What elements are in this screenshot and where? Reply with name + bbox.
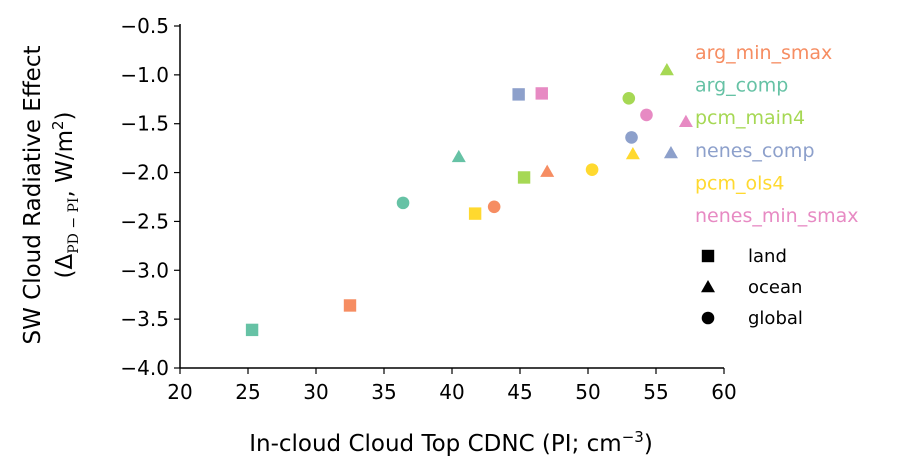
y-tick-label: −2.0 xyxy=(120,161,169,185)
x-tick-label: 60 xyxy=(711,380,736,404)
data-point-pcm_main4-global xyxy=(622,92,636,105)
x-tick-label: 30 xyxy=(303,380,328,404)
x-axis-label: In-cloud Cloud Top CDNC (PI; cm−3) xyxy=(249,428,653,457)
y-tick-label: −3.0 xyxy=(120,258,169,282)
data-point-nenes_min_smax-ocean xyxy=(678,114,693,128)
y-axis-label-open: (Δ xyxy=(52,254,78,279)
marker-legend: land ocean global xyxy=(701,246,803,329)
x-tick-label: 35 xyxy=(371,380,396,404)
data-point-arg_min_smax-ocean xyxy=(540,164,555,177)
y-tick-label: −4.0 xyxy=(120,356,169,380)
series-legend: arg_min_smax arg_comp pcm_main4 nenes_compp… xyxy=(695,42,859,227)
axes: 20 25 30 35 40 45 50 55 60 −0.5 −1.0 −1.5 −2.0 −2.5 −3… xyxy=(120,14,736,404)
marker-legend-label-ocean: ocean xyxy=(748,277,802,298)
marker-legend-label-land: land xyxy=(748,246,787,267)
data-point-nenes_min_smax-global xyxy=(640,108,653,122)
marker-legend-label-global: global xyxy=(748,308,803,329)
data-point-nenes_comp-land xyxy=(512,88,525,101)
data-point-nenes_comp-ocean xyxy=(663,146,678,159)
y-axis-label-close: ) xyxy=(52,111,78,120)
y-axis-label-superscript: 2 xyxy=(49,120,67,130)
x-tick-label: 40 xyxy=(439,380,464,404)
y-axis-label-line2: (ΔPD − PI, W/m2) xyxy=(49,111,82,278)
x-axis-label-main: In-cloud Cloud Top CDNC (PI; cm xyxy=(249,431,621,457)
marker-legend-symbol-ocean xyxy=(701,280,715,293)
y-tick-label: −2.5 xyxy=(120,209,169,233)
data-point-arg_comp-land xyxy=(245,323,259,337)
y-tick-label: −3.5 xyxy=(120,307,169,331)
x-tick-label: 45 xyxy=(507,380,532,404)
y-tick-label: −1.0 xyxy=(120,63,169,87)
x-tick-label: 50 xyxy=(575,380,600,404)
data-point-arg_min_smax-land xyxy=(343,299,357,312)
marker-legend-symbol-land xyxy=(701,249,715,263)
data-point-pcm_ols4-ocean xyxy=(625,147,640,160)
data-point-pcm_main4-land xyxy=(517,171,531,184)
data-point-arg_comp-ocean xyxy=(451,149,466,163)
x-axis-label-superscript: −3 xyxy=(622,428,644,446)
legend-entry-nenes_min_smax: nenes_min_smax xyxy=(695,205,859,227)
data-point-pcm_ols4-global xyxy=(585,163,599,176)
x-tick-label: 55 xyxy=(643,380,668,404)
y-axis-label-line1: SW Cloud Radiative Effect xyxy=(20,46,46,345)
y-axis-label-units: , W/m xyxy=(52,130,78,198)
data-point-pcm_main4-ocean xyxy=(659,62,674,76)
legend-entry-pcm_ols4: pcm_ols4 xyxy=(695,172,784,194)
y-axis-label-subscript: PD − PI xyxy=(66,198,82,254)
legend-entry-nenes_comp: nenes_comp xyxy=(695,140,815,162)
legend-entry-arg_min_smax: arg_min_smax xyxy=(695,42,832,64)
legend-entry-arg_comp: arg_comp xyxy=(695,75,788,97)
data-points xyxy=(245,62,693,337)
data-point-arg_comp-global xyxy=(396,196,410,210)
data-point-nenes_min_smax-land xyxy=(535,87,548,100)
marker-legend-symbol-global xyxy=(701,311,715,325)
x-axis-label-end: ) xyxy=(644,431,653,457)
data-point-arg_min_smax-global xyxy=(487,200,501,214)
y-tick-label: −0.5 xyxy=(120,14,169,38)
y-tick-label: −1.5 xyxy=(120,112,169,136)
legend-entry-pcm_main4: pcm_main4 xyxy=(695,107,805,129)
x-tick-label: 20 xyxy=(167,380,192,404)
x-tick-label: 25 xyxy=(235,380,260,404)
data-point-nenes_comp-global xyxy=(625,131,638,144)
data-point-pcm_ols4-land xyxy=(468,207,482,220)
